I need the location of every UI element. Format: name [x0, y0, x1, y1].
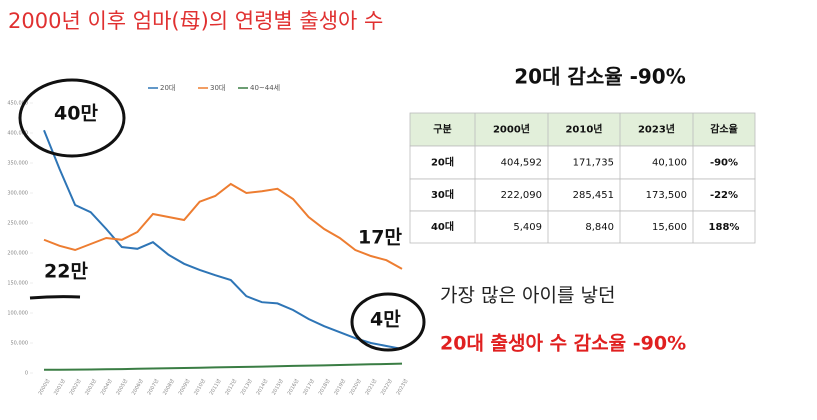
table-cell: 8,840 [585, 222, 614, 233]
table: 구분 2000년 2010년 2023년 감소율 20대 404,592 171,735 40,… [409, 112, 756, 244]
table-cell: 285,451 [573, 190, 614, 201]
table-header: 구분 [433, 124, 451, 136]
table-row-bg [409, 178, 756, 212]
table-cell: 30대 [431, 188, 454, 201]
line-series [43, 129, 403, 350]
table-header: 감소율 [710, 124, 738, 136]
annotation: 17만 [358, 227, 402, 249]
y-tick-label: 450,000 [7, 101, 28, 107]
table-cell: 15,600 [652, 222, 687, 233]
table-row-bg [409, 210, 756, 244]
legend-label: 30대 [210, 84, 225, 92]
y-tick-label: 50,000 [11, 341, 29, 347]
table-header: 2023년 [638, 123, 675, 136]
table-cell: 188% [709, 222, 740, 233]
callout-line: 가장 많은 아이를 낳던 [440, 285, 615, 307]
slide-title: 2000년 이후 엄마(母)의 연령별 출생아 수 [8, 9, 383, 33]
table-cell: -90% [710, 158, 738, 169]
annotation: 4만 [370, 309, 401, 331]
table-cell: 404,592 [501, 158, 542, 169]
legend-label: 40~44세 [250, 83, 280, 92]
y-tick-label: 200,000 [7, 251, 28, 257]
annotation: 40만 [54, 103, 98, 125]
y-tick-label: 150,000 [7, 281, 28, 287]
y-tick-label: 300,000 [7, 191, 28, 197]
y-tick-label: 100,000 [7, 311, 28, 317]
table-header: 2000년 [493, 123, 530, 136]
table-cell: 173,500 [646, 190, 687, 201]
table-cell: -22% [710, 190, 738, 201]
table-cell: 40대 [431, 220, 454, 233]
table-row-bg [409, 145, 756, 180]
hand-circle [18, 78, 126, 158]
hand-circle [350, 292, 426, 352]
table-header: 2010년 [565, 123, 602, 136]
annotation: 22만 [44, 261, 88, 283]
legend-label: 20대 [160, 84, 175, 92]
line-series [43, 362, 403, 371]
callout-line: 20대 출생아 수 감소율 -90% [440, 333, 686, 355]
table-title: 20대 감소율 -90% [514, 65, 686, 89]
table-cell: 222,090 [501, 190, 542, 201]
hand-underline [29, 295, 81, 300]
y-tick-label: 350,000 [7, 161, 28, 167]
table-cell: 5,409 [513, 222, 542, 233]
table-cell: 40,100 [652, 158, 687, 169]
y-tick-label: 250,000 [7, 221, 28, 227]
y-tick-label: 400,000 [7, 131, 28, 137]
table-cell: 171,735 [573, 158, 614, 169]
line-series [43, 182, 403, 270]
table-cell: 20대 [431, 156, 454, 169]
y-tick-label: 0 [25, 371, 28, 377]
